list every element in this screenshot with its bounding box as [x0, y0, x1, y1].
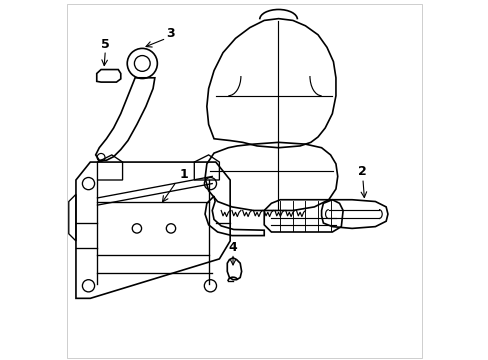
- Text: 2: 2: [358, 165, 366, 177]
- Text: 5: 5: [101, 38, 109, 51]
- Text: 4: 4: [228, 241, 237, 254]
- Text: 3: 3: [165, 27, 174, 40]
- Text: 1: 1: [179, 168, 187, 181]
